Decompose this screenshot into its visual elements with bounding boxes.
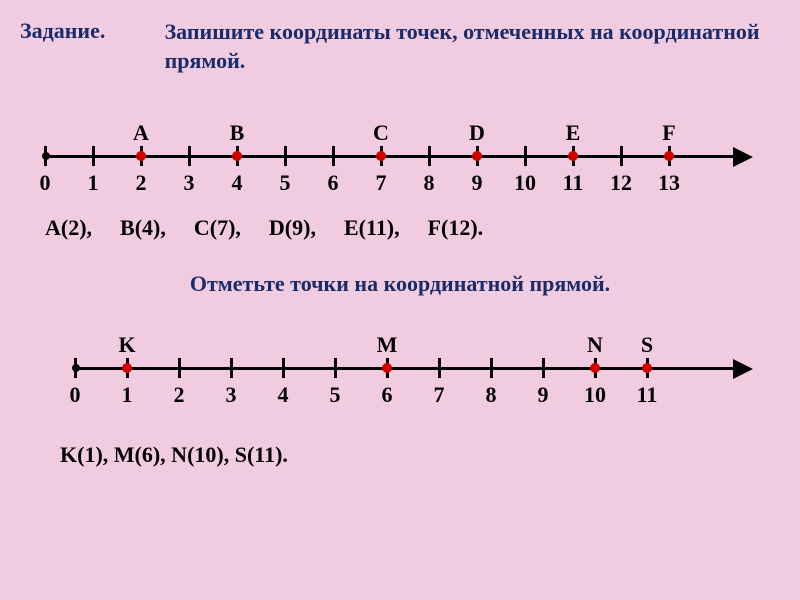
answer-item: B(4), — [120, 215, 166, 240]
tick-label: 1 — [122, 382, 133, 408]
point-label-N: N — [587, 332, 603, 358]
tick-mark — [438, 358, 441, 378]
tick-mark — [490, 358, 493, 378]
tick-label: 10 — [584, 382, 606, 408]
tick-label: 3 — [184, 170, 195, 196]
tick-label: 11 — [563, 170, 584, 196]
tick-mark — [332, 146, 335, 166]
point-label-F: F — [662, 120, 675, 146]
answer-item: F(12). — [428, 215, 484, 240]
point-dot-D — [472, 151, 482, 161]
answers-2: K(1), M(6), N(10), S(11). — [60, 442, 800, 468]
tick-label: 5 — [330, 382, 341, 408]
point-dot-B — [232, 151, 242, 161]
answers-1: A(2), B(4), C(7), D(9), E(11), F(12). — [45, 215, 800, 241]
point-dot-K — [122, 363, 132, 373]
point-label-A: A — [133, 120, 149, 146]
point-dot-F — [664, 151, 674, 161]
point-label-D: D — [469, 120, 485, 146]
tick-label: 4 — [278, 382, 289, 408]
point-dot-N — [590, 363, 600, 373]
tick-label: 12 — [610, 170, 632, 196]
tick-label: 11 — [637, 382, 658, 408]
arrowhead-icon — [733, 147, 753, 167]
point-dot-S — [642, 363, 652, 373]
answer-item: E(11), — [344, 215, 400, 240]
tick-label: 1 — [88, 170, 99, 196]
point-dot-C — [376, 151, 386, 161]
tick-label: 6 — [328, 170, 339, 196]
tick-mark — [524, 146, 527, 166]
tick-mark — [92, 146, 95, 166]
axis-line — [75, 367, 735, 370]
task-label: Задание. — [20, 18, 165, 75]
tick-label: 0 — [70, 382, 81, 408]
axis-line — [45, 155, 735, 158]
subtitle: Отметьте точки на координатной прямой. — [0, 271, 800, 297]
tick-mark — [428, 146, 431, 166]
tick-label: 10 — [514, 170, 536, 196]
tick-mark — [284, 146, 287, 166]
tick-mark — [44, 146, 47, 166]
point-dot-E — [568, 151, 578, 161]
tick-label: 9 — [538, 382, 549, 408]
tick-label: 6 — [382, 382, 393, 408]
tick-mark — [230, 358, 233, 378]
arrowhead-icon — [733, 359, 753, 379]
tick-mark — [74, 358, 77, 378]
tick-label: 5 — [280, 170, 291, 196]
tick-mark — [542, 358, 545, 378]
tick-label: 7 — [434, 382, 445, 408]
tick-mark — [178, 358, 181, 378]
point-label-E: E — [566, 120, 581, 146]
tick-label: 8 — [486, 382, 497, 408]
tick-label: 7 — [376, 170, 387, 196]
answer-item: A(2), — [45, 215, 92, 240]
answer-item: C(7), — [194, 215, 241, 240]
tick-label: 4 — [232, 170, 243, 196]
tick-mark — [334, 358, 337, 378]
point-label-C: C — [373, 120, 389, 146]
point-label-S: S — [641, 332, 653, 358]
tick-label: 0 — [40, 170, 51, 196]
point-label-B: B — [230, 120, 245, 146]
tick-mark — [282, 358, 285, 378]
tick-label: 2 — [174, 382, 185, 408]
number-line-2: 01234567891011KMNS — [75, 327, 800, 417]
tick-label: 9 — [472, 170, 483, 196]
tick-label: 8 — [424, 170, 435, 196]
point-dot-A — [136, 151, 146, 161]
number-line-1: 012345678910111213ABCDEF — [45, 115, 800, 205]
point-label-M: M — [377, 332, 398, 358]
point-label-K: K — [118, 332, 135, 358]
point-dot-M — [382, 363, 392, 373]
tick-label: 13 — [658, 170, 680, 196]
tick-label: 2 — [136, 170, 147, 196]
tick-label: 3 — [226, 382, 237, 408]
task-text: Запишите координаты точек, отмеченных на… — [165, 18, 780, 75]
tick-mark — [620, 146, 623, 166]
answer-item: D(9), — [269, 215, 316, 240]
tick-mark — [188, 146, 191, 166]
